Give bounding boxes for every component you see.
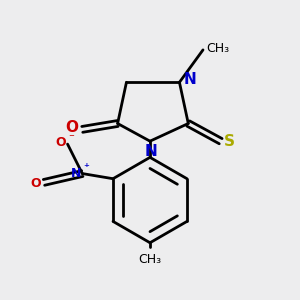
Text: N: N	[144, 143, 157, 158]
Text: O: O	[65, 120, 78, 135]
Text: N: N	[184, 72, 197, 87]
Text: O: O	[56, 136, 66, 149]
Text: CH₃: CH₃	[138, 253, 162, 266]
Text: CH₃: CH₃	[206, 42, 230, 55]
Text: N: N	[70, 167, 81, 180]
Text: ⁺: ⁺	[84, 163, 90, 173]
Text: S: S	[224, 134, 235, 149]
Text: O: O	[30, 177, 41, 190]
Text: ⁻: ⁻	[68, 133, 74, 142]
